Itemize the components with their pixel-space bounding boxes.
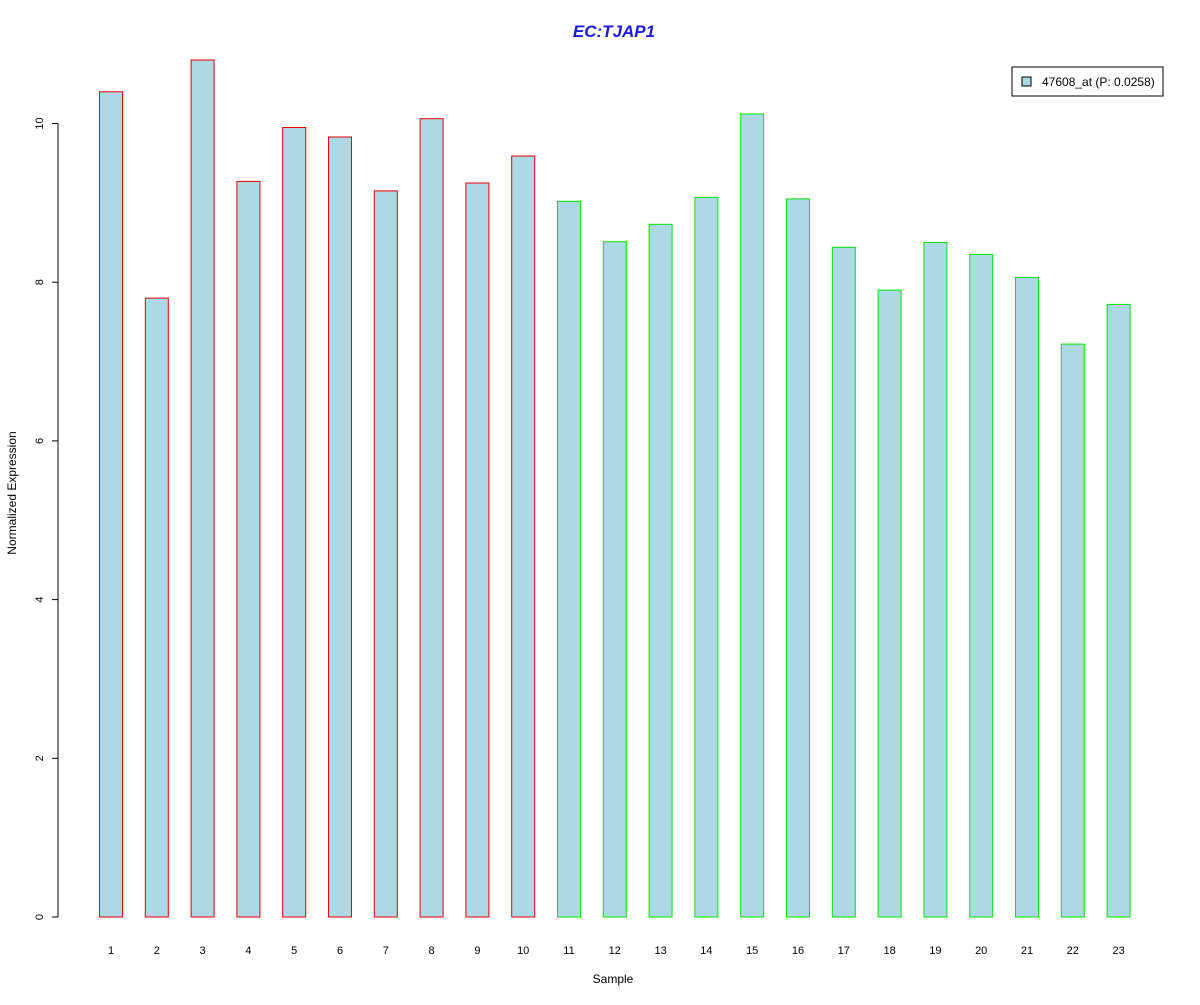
x-tick-label: 22 [1067, 945, 1079, 957]
bar-group [99, 59, 1131, 918]
y-tick-label: 8 [34, 279, 46, 285]
y-tick-label: 0 [34, 914, 46, 920]
x-tick-label: 18 [883, 945, 895, 957]
x-tick-label: 3 [200, 945, 206, 957]
y-axis-label: Normalized Expression [5, 431, 19, 554]
bar-sample-5 [282, 127, 307, 918]
legend-label: 47608_at (P: 0.0258) [1042, 75, 1155, 89]
x-tick-label: 15 [746, 945, 758, 957]
y-tick-label: 2 [34, 755, 46, 761]
y-tick-label: 6 [34, 438, 46, 444]
x-tick-label: 21 [1021, 945, 1033, 957]
x-tick-label: 7 [383, 945, 389, 957]
bar-sample-13 [648, 223, 673, 918]
x-tick-label: 10 [517, 945, 529, 957]
x-tick-label: 19 [929, 945, 941, 957]
x-tick-label: 23 [1112, 945, 1124, 957]
chart-title: EC:TJAP1 [573, 22, 655, 41]
bar-sample-9 [465, 182, 490, 918]
x-tick-labels: 1 2 3 4 5 6 7 8 9 10 11 12 13 14 15 16 17 18 19 20 21 22 23 [108, 945, 1125, 957]
bar-sample-1 [99, 91, 123, 918]
bar-sample-11 [557, 200, 581, 918]
x-tick-label: 1 [108, 945, 114, 957]
x-tick-label: 4 [245, 945, 251, 957]
bar-sample-4 [236, 180, 261, 918]
bar-sample-3 [190, 59, 215, 918]
bar-sample-16 [786, 198, 810, 918]
x-tick-label: 17 [838, 945, 850, 957]
x-tick-label: 12 [609, 945, 621, 957]
bar-sample-18 [877, 289, 902, 918]
x-tick-label: 13 [654, 945, 666, 957]
bar-sample-14 [694, 196, 719, 918]
bar-sample-21 [1015, 276, 1039, 918]
x-tick-label: 5 [291, 945, 297, 957]
bar-sample-6 [328, 136, 352, 918]
x-tick-label: 6 [337, 945, 343, 957]
x-axis-label: Sample [593, 972, 634, 986]
bar-sample-20 [969, 253, 994, 918]
x-tick-label: 16 [792, 945, 804, 957]
y-tick-label: 4 [34, 597, 46, 603]
legend-swatch [1021, 76, 1032, 87]
legend-box [1011, 66, 1164, 97]
x-tick-label: 8 [429, 945, 435, 957]
bar-sample-23 [1106, 303, 1131, 918]
x-tick-label: 14 [700, 945, 712, 957]
x-tick-label: 2 [154, 945, 160, 957]
bar-sample-17 [831, 246, 856, 918]
bar-sample-2 [144, 297, 169, 918]
x-tick-label: 11 [563, 945, 574, 957]
y-axis: 0 2 4 6 8 10 [34, 117, 59, 920]
x-tick-label: 20 [975, 945, 987, 957]
bar-sample-12 [602, 241, 627, 918]
bar-sample-19 [923, 242, 948, 918]
bar-sample-22 [1060, 343, 1085, 918]
bar-sample-15 [740, 113, 765, 918]
bar-sample-8 [419, 118, 444, 918]
y-tick-label: 10 [34, 117, 46, 129]
bar-sample-10 [511, 155, 536, 918]
legend: 47608_at (P: 0.0258) [1011, 66, 1164, 97]
bar-sample-7 [373, 190, 398, 918]
x-tick-label: 9 [474, 945, 480, 957]
